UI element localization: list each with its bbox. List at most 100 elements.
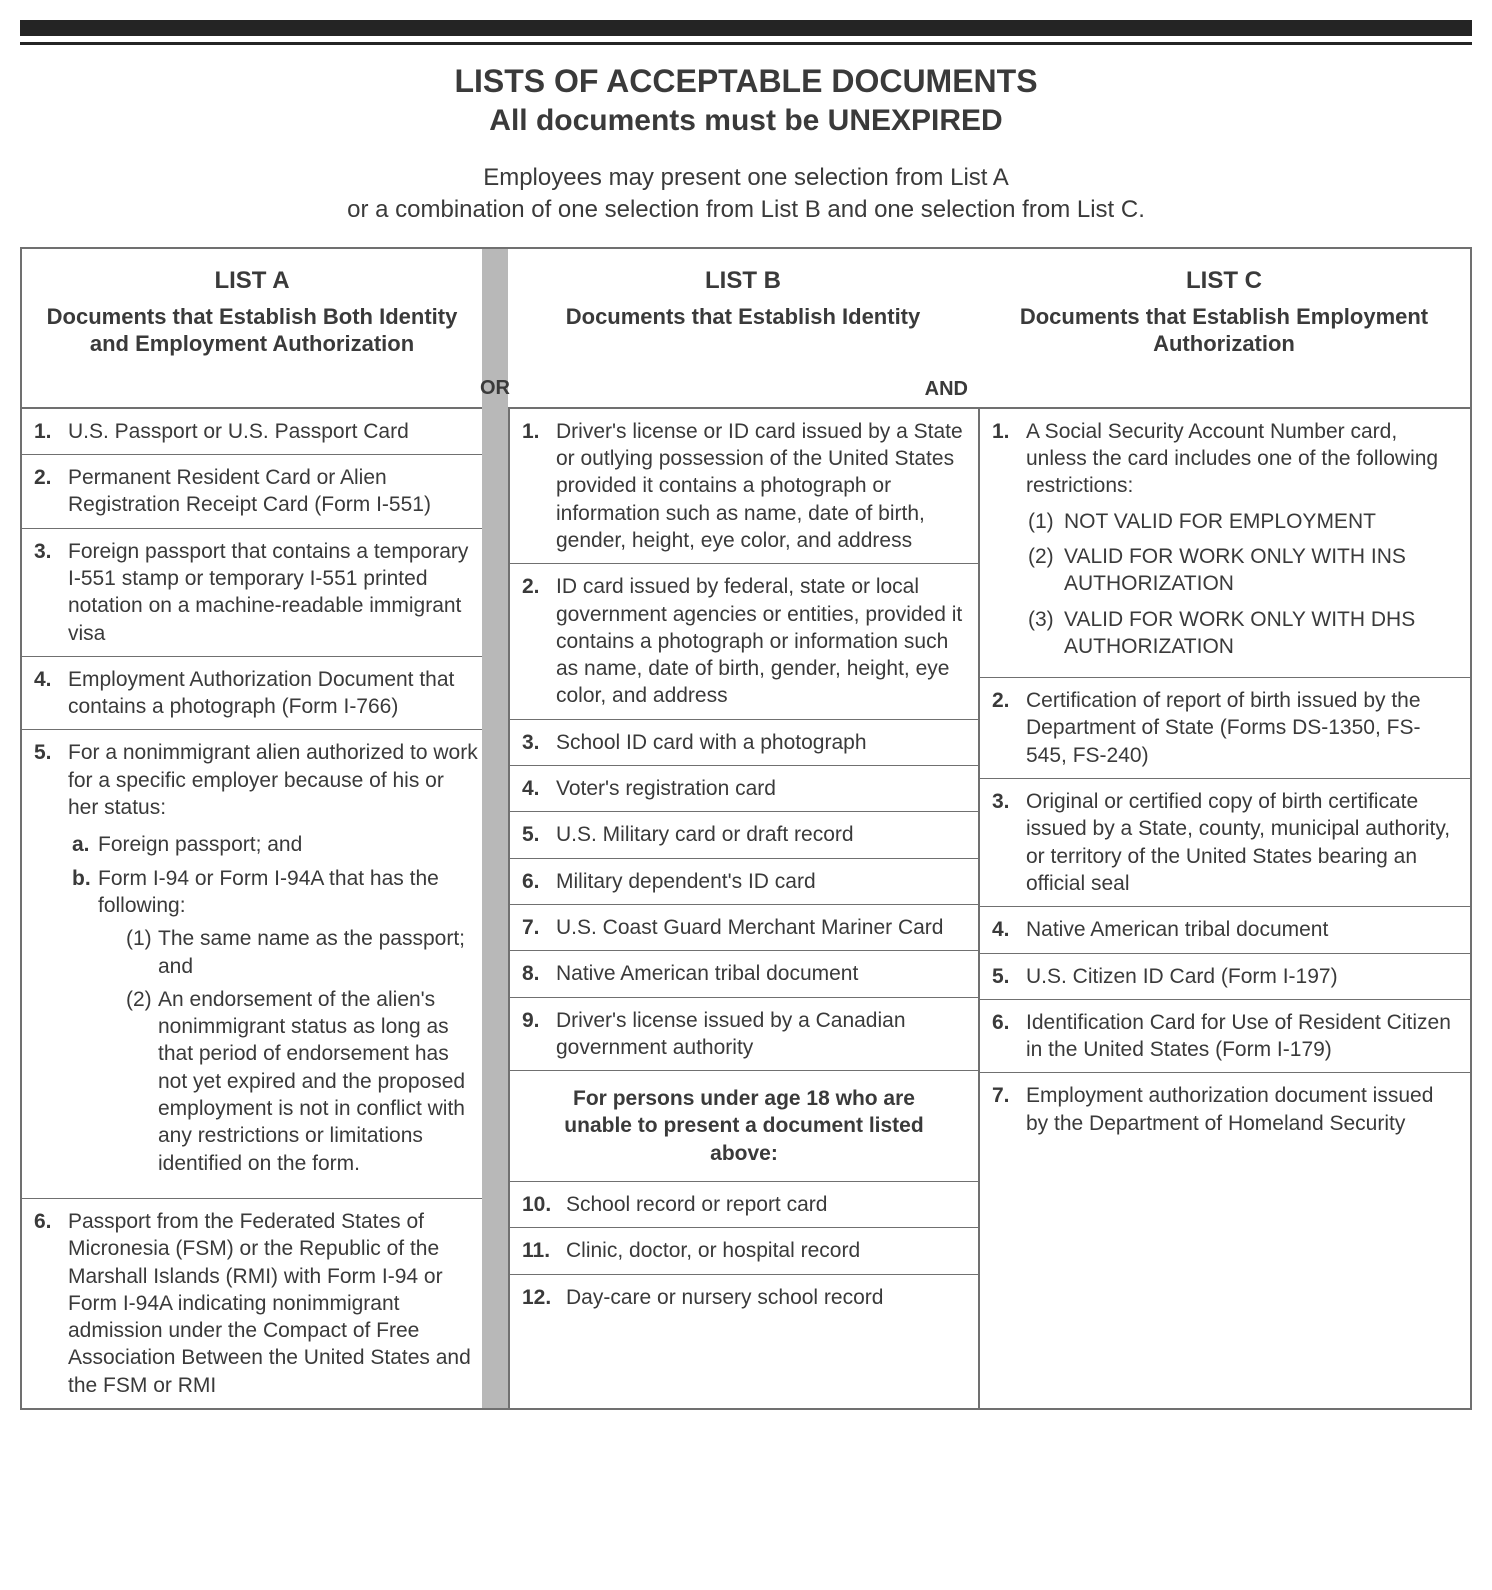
item-number: 7. [522,914,556,941]
restriction: (1)NOT VALID FOR EMPLOYMENT [1028,508,1458,535]
item-text: Day-care or nursery school record [566,1284,966,1311]
item-number: 6. [992,1009,1026,1064]
list-b-item: 5.U.S. Military card or draft record [510,812,978,858]
item-text: Permanent Resident Card or Alien Registr… [68,464,480,519]
list-b-item: 1.Driver's license or ID card issued by … [510,409,978,564]
sub-subitem: (2)An endorsement of the alien's nonimmi… [126,986,480,1177]
or-label: OR [480,377,510,399]
item-number: 4. [34,666,68,721]
item-number: 11. [522,1237,566,1264]
sub-subitem: (1)The same name as the passport; and [126,925,480,980]
item-text: Identification Card for Use of Resident … [1026,1009,1458,1064]
item-text: U.S. Military card or draft record [556,821,966,848]
item-text: Employment Authorization Document that c… [68,666,480,721]
item-number: 1. [34,418,68,445]
item-text: Certification of report of birth issued … [1026,687,1458,769]
item-number: 5. [992,963,1026,990]
list-b-item: 10.School record or report card [510,1182,978,1228]
item-number: 2. [992,687,1026,769]
subitem: b.Form I-94 or Form I-94A that has the f… [72,865,480,1183]
item-number: 1. [522,418,556,554]
list-c-header: LIST C Documents that Establish Employme… [978,249,1470,407]
list-a-item: 4.Employment Authorization Document that… [22,657,482,731]
list-b-column: LIST B Documents that Establish Identity… [508,249,978,1408]
subitem: a.Foreign passport; and [72,831,480,858]
list-c-item: 7.Employment authorization document issu… [980,1073,1470,1146]
item-text: Original or certified copy of birth cert… [1026,788,1458,897]
item-number: 3. [992,788,1026,897]
item-number: 6. [522,868,556,895]
item-text: Foreign passport that contains a tempora… [68,538,480,647]
list-a-desc: Documents that Establish Both Identity a… [36,303,468,358]
item-number: 6. [34,1208,68,1399]
item-text: Driver's license or ID card issued by a … [556,418,966,554]
item-text: For a nonimmigrant alien authorized to w… [68,739,480,1188]
item-text: Voter's registration card [556,775,966,802]
list-b-item: 4.Voter's registration card [510,766,978,812]
list-b-item: 8.Native American tribal document [510,951,978,997]
list-c-item: 4.Native American tribal document [980,907,1470,953]
restriction: (2)VALID FOR WORK ONLY WITH INS AUTHORIZ… [1028,543,1458,598]
and-label: AND [925,378,968,401]
list-b-item: 9.Driver's license issued by a Canadian … [510,998,978,1072]
item-number: 3. [34,538,68,647]
list-b-name: LIST B [522,267,964,295]
item-text: U.S. Coast Guard Merchant Mariner Card [556,914,966,941]
list-b-subheader: For persons under age 18 who are unable … [510,1071,978,1182]
item-text: U.S. Citizen ID Card (Form I-197) [1026,963,1458,990]
item-number: 3. [522,729,556,756]
list-a-item: 6.Passport from the Federated States of … [22,1199,482,1408]
item-number: 1. [992,418,1026,668]
item-text: Clinic, doctor, or hospital record [566,1237,966,1264]
list-b-item: 3.School ID card with a photograph [510,720,978,766]
list-c-body: 1.A Social Security Account Number card,… [978,407,1470,1408]
restriction: (3)VALID FOR WORK ONLY WITH DHS AUTHORIZ… [1028,606,1458,661]
item-number: 4. [522,775,556,802]
list-a-item: 2.Permanent Resident Card or Alien Regis… [22,455,482,529]
item-text: School ID card with a photograph [556,729,966,756]
list-c-desc: Documents that Establish Employment Auth… [992,303,1456,358]
list-a-body: 1.U.S. Passport or U.S. Passport Card2.P… [22,407,482,1408]
item-text: ID card issued by federal, state or loca… [556,573,966,709]
item-text: School record or report card [566,1191,966,1218]
item-number: 4. [992,916,1026,943]
or-separator: OR [482,249,508,1408]
intro-line-2: or a combination of one selection from L… [347,196,1145,223]
item-text: Native American tribal document [556,960,966,987]
list-c-name: LIST C [992,267,1456,295]
list-b-item: 6.Military dependent's ID card [510,859,978,905]
top-rule [20,20,1472,45]
list-b-item: 11.Clinic, doctor, or hospital record [510,1228,978,1274]
list-c-column: LIST C Documents that Establish Employme… [978,249,1470,1408]
intro-text: Employees may present one selection from… [20,162,1472,227]
item-number: 2. [34,464,68,519]
item-number: 5. [34,739,68,1188]
list-b-header: LIST B Documents that Establish Identity… [508,249,978,407]
list-c-item: 6.Identification Card for Use of Residen… [980,1000,1470,1074]
list-a-item: 5.For a nonimmigrant alien authorized to… [22,730,482,1198]
list-c-item: 3.Original or certified copy of birth ce… [980,779,1470,907]
item-text: Military dependent's ID card [556,868,966,895]
item-number: 9. [522,1007,556,1062]
item-number: 10. [522,1191,566,1218]
intro-line-1: Employees may present one selection from… [483,164,1009,191]
list-b-item: 2.ID card issued by federal, state or lo… [510,564,978,719]
list-a-header: LIST A Documents that Establish Both Ide… [22,249,482,407]
list-a-column: LIST A Documents that Establish Both Ide… [22,249,482,1408]
list-b-desc: Documents that Establish Identity [522,303,964,331]
list-c-item: 2.Certification of report of birth issue… [980,678,1470,779]
item-text: Passport from the Federated States of Mi… [68,1208,480,1399]
item-number: 12. [522,1284,566,1311]
item-number: 2. [522,573,556,709]
list-b-body: 1.Driver's license or ID card issued by … [508,407,978,1408]
item-text: Native American tribal document [1026,916,1458,943]
list-a-name: LIST A [36,267,468,295]
item-number: 5. [522,821,556,848]
list-c-item: 1.A Social Security Account Number card,… [980,409,1470,678]
item-number: 8. [522,960,556,987]
item-number: 7. [992,1082,1026,1137]
item-text: A Social Security Account Number card, u… [1026,418,1458,668]
item-text: Employment authorization document issued… [1026,1082,1458,1137]
document-lists-table: LIST A Documents that Establish Both Ide… [20,247,1472,1410]
list-c-item: 5.U.S. Citizen ID Card (Form I-197) [980,954,1470,1000]
